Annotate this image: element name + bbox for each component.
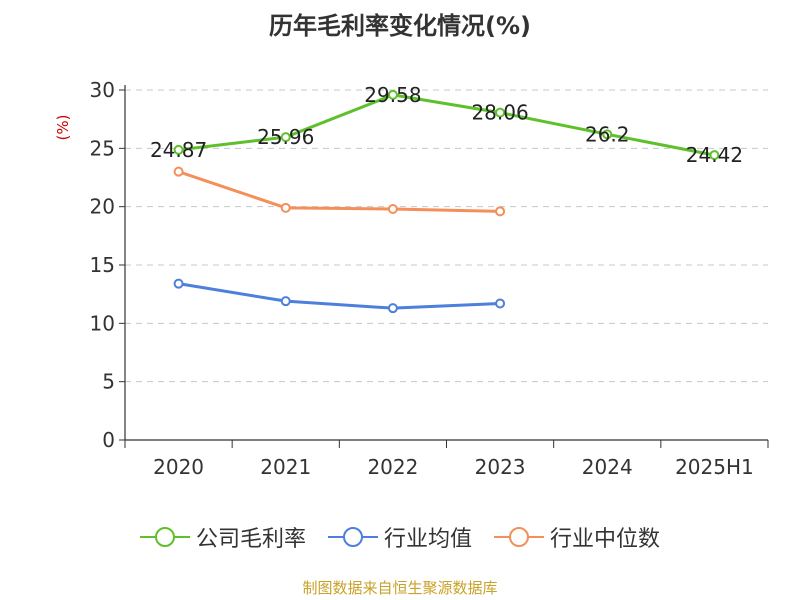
legend: 公司毛利率 行业均值 行业中位数 (0, 520, 800, 554)
data-label: 26.2 (585, 122, 630, 146)
data-point (709, 150, 720, 161)
y-tick-label: 15 (90, 253, 115, 277)
legend-label: 行业中位数 (550, 527, 661, 552)
data-label: 29.58 (364, 83, 421, 107)
legend-label: 行业均值 (383, 527, 472, 552)
x-tick-label: 2023 (475, 455, 526, 479)
data-point (602, 129, 613, 140)
series-line-2 (178, 170, 501, 213)
y-tick-label: 10 (90, 311, 115, 335)
legend-marker-icon (327, 527, 378, 547)
y-tick-label: 30 (90, 78, 115, 102)
data-point (280, 202, 291, 213)
data-point (387, 89, 398, 100)
data-label: 24.42 (686, 143, 743, 167)
legend-item: 行业中位数 (494, 521, 660, 553)
data-point (387, 204, 398, 214)
y-tick-label: 0 (102, 428, 115, 452)
series-line-1 (178, 282, 501, 310)
data-label: 24.87 (150, 138, 207, 162)
data-point (173, 144, 184, 155)
y-axis-label: (%) (54, 115, 72, 141)
legend-label: 公司毛利率 (195, 527, 306, 552)
x-tick-label: 2022 (367, 455, 418, 479)
series-line-0 (178, 93, 715, 157)
legend-marker-icon (139, 527, 190, 547)
x-tick-label: 2025H1 (675, 455, 754, 479)
source-note: 制图数据来自恒生聚源数据库 (302, 579, 498, 597)
chart-title: 历年毛利率变化情况(%) (269, 12, 531, 40)
x-tick-label: 2020 (153, 455, 204, 479)
y-tick-label: 5 (102, 370, 115, 394)
data-label: 25.96 (257, 125, 314, 149)
y-tick-label: 25 (90, 136, 115, 160)
legend-item: 公司毛利率 (139, 521, 306, 553)
x-tick-label: 2021 (260, 455, 311, 479)
data-point (387, 303, 398, 314)
data-point (495, 298, 506, 309)
data-label: 28.06 (471, 101, 528, 125)
legend-item: 行业均值 (327, 521, 472, 553)
legend-marker-icon (494, 527, 544, 547)
data-point (280, 132, 291, 143)
x-tick-label: 2024 (582, 455, 633, 479)
data-point (173, 278, 184, 289)
y-tick-label: 20 (90, 195, 115, 219)
data-point (495, 206, 506, 217)
data-point (280, 296, 291, 307)
data-point (173, 166, 184, 177)
data-point (495, 107, 506, 118)
